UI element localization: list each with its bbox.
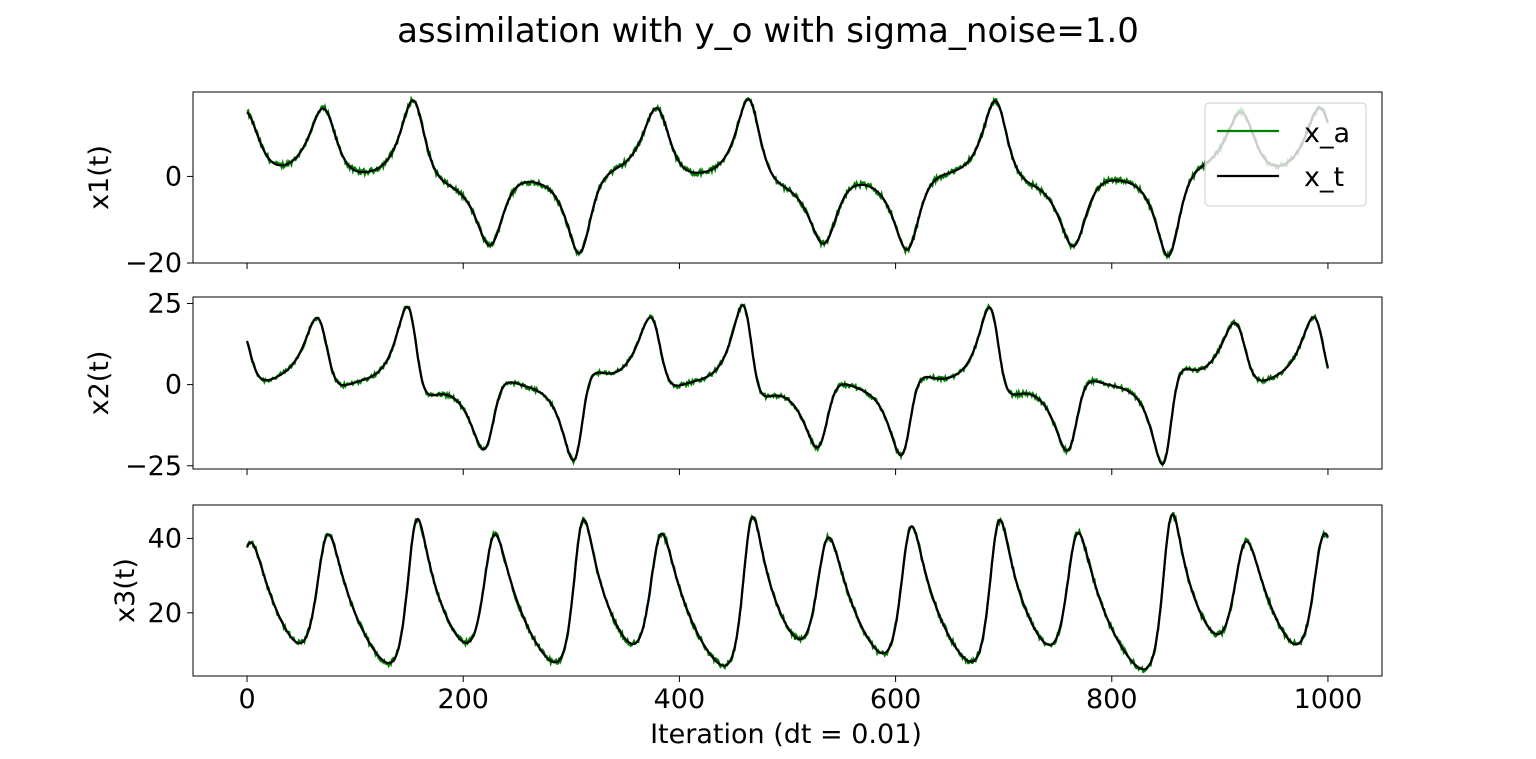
chart-title: assimilation with y_o with sigma_noise=1… (397, 11, 1139, 51)
panel-x1: −20 0 x1(t) (84, 91, 1383, 279)
legend-label-x-t: x_t (1304, 162, 1344, 193)
plot-area (245, 303, 1330, 468)
x-tick-label: 0 (238, 684, 255, 715)
plot-area (246, 511, 1329, 674)
series-x-a (246, 95, 1329, 260)
series-x-a (246, 511, 1329, 674)
x-tick-label: 600 (870, 684, 922, 715)
axes-frame (192, 296, 1383, 470)
legend-box (1204, 102, 1367, 207)
y-axis-label: x3(t) (110, 558, 141, 623)
y-tick-label: −20 (125, 248, 182, 279)
series-x-t (245, 304, 1330, 466)
y-tick-label: 0 (165, 370, 182, 401)
x-tick-label: 200 (437, 684, 489, 715)
x-tick-label: 800 (1086, 684, 1138, 715)
axes-frame (192, 91, 1383, 264)
legend: x_a x_t (1204, 102, 1367, 207)
y-tick-label: 0 (165, 161, 182, 192)
y-tick-label: 20 (148, 598, 182, 629)
x-tick-label: 400 (654, 684, 706, 715)
legend-label-x-a: x_a (1304, 118, 1350, 149)
plot-area (246, 95, 1329, 260)
x-tick-label: 1000 (1294, 684, 1363, 715)
x-axis-label: Iteration (dt = 0.01) (650, 719, 922, 750)
series-x-a (246, 303, 1330, 468)
y-axis-label: x1(t) (84, 145, 115, 210)
panel-x2: −25 0 25 x2(t) (84, 288, 1383, 482)
y-tick-label: 25 (148, 288, 182, 319)
y-axis-label: x2(t) (84, 351, 115, 416)
axes-frame (192, 504, 1383, 677)
y-tick-label: −25 (125, 451, 182, 482)
series-x-t (246, 98, 1329, 258)
series-x-t (246, 512, 1329, 671)
y-tick-label: 40 (148, 523, 182, 554)
